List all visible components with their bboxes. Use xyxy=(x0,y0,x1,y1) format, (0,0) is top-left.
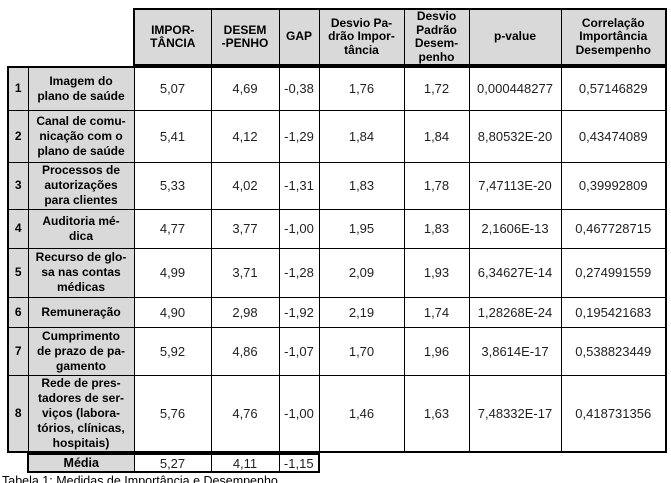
cell-gap: -0,38 xyxy=(278,66,320,111)
item-name: Auditoria mé- dica xyxy=(27,208,135,249)
cell-correlacao: 0,274991559 xyxy=(560,247,667,298)
cell-desvio-importancia: 1,83 xyxy=(318,161,405,210)
item-name: Cumprimento de prazo de pa- gamento xyxy=(27,326,135,376)
header-row: IMPOR- TÂNCIA DESEM -PENHO GAP Desvio Pa… xyxy=(133,8,667,66)
cell-desempenho: 4,12 xyxy=(210,109,280,163)
cell-gap: -1,07 xyxy=(278,326,320,376)
cell-importancia: 4,90 xyxy=(133,296,212,328)
cell-desempenho: 4,76 xyxy=(210,374,280,453)
table-row: 4 Auditoria mé- dica 4,77 3,77 -1,00 1,9… xyxy=(7,208,667,249)
cell-desvio-desempenho: 1,63 xyxy=(403,374,470,453)
cell-gap: -1,00 xyxy=(278,374,320,453)
row-number: 3 xyxy=(7,161,29,210)
cell-gap: -1,00 xyxy=(278,208,320,249)
media-row: Média 5,27 4,11 -1,15 xyxy=(27,453,320,473)
header-correlacao: Correlação Importância Desempenho xyxy=(560,8,667,66)
item-name: Rede de pres- tadores de ser- viços (lab… xyxy=(27,374,135,453)
cell-importancia: 5,41 xyxy=(133,109,212,163)
cell-p-value: 8,80532E-20 xyxy=(468,109,562,163)
cell-p-value: 7,48332E-17 xyxy=(468,374,562,453)
table-row: 5 Recurso de glo- sa nas contas médicas … xyxy=(7,247,667,298)
cell-desvio-importancia: 1,84 xyxy=(318,109,405,163)
cell-correlacao: 0,467728715 xyxy=(560,208,667,249)
media-gap: -1,15 xyxy=(278,453,320,473)
row-number: 2 xyxy=(7,109,29,163)
cell-p-value: 2,1606E-13 xyxy=(468,208,562,249)
cell-importancia: 5,07 xyxy=(133,66,212,111)
cell-desvio-desempenho: 1,74 xyxy=(403,296,470,328)
header-desempenho: DESEM -PENHO xyxy=(210,8,280,66)
row-number: 5 xyxy=(7,247,29,298)
table-row: 1 Imagem do plano de saúde 5,07 4,69 -0,… xyxy=(7,66,667,111)
cell-importancia: 5,76 xyxy=(133,374,212,453)
media-label: Média xyxy=(27,453,135,473)
cell-desempenho: 2,98 xyxy=(210,296,280,328)
cell-gap: -1,29 xyxy=(278,109,320,163)
cell-desvio-desempenho: 1,96 xyxy=(403,326,470,376)
table-row: 7 Cumprimento de prazo de pa- gamento 5,… xyxy=(7,326,667,376)
cell-p-value: 7,47113E-20 xyxy=(468,161,562,210)
header-gap: GAP xyxy=(278,8,320,66)
cell-correlacao: 0,57146829 xyxy=(560,66,667,111)
table-row: 2 Canal de comu- nicação com o plano de … xyxy=(7,109,667,163)
cell-desvio-importancia: 1,46 xyxy=(318,374,405,453)
table-row: 6 Remuneração 4,90 2,98 -1,92 2,19 1,74 … xyxy=(7,296,667,328)
header-table: IMPOR- TÂNCIA DESEM -PENHO GAP Desvio Pa… xyxy=(133,8,667,66)
cell-desvio-desempenho: 1,84 xyxy=(403,109,470,163)
cell-gap: -1,28 xyxy=(278,247,320,298)
cell-desvio-importancia: 1,70 xyxy=(318,326,405,376)
header-desvio-desempenho: Desvio Padrão Desem- penho xyxy=(403,8,470,66)
cell-p-value: 6,34627E-14 xyxy=(468,247,562,298)
item-name: Processos de autorizações para clientes xyxy=(27,161,135,210)
item-name: Canal de comu- nicação com o plano de sa… xyxy=(27,109,135,163)
cell-importancia: 5,92 xyxy=(133,326,212,376)
cell-desvio-importancia: 2,19 xyxy=(318,296,405,328)
cell-p-value: 0,000448277 xyxy=(468,66,562,111)
cell-desempenho: 4,86 xyxy=(210,326,280,376)
cell-p-value: 3,8614E-17 xyxy=(468,326,562,376)
cell-correlacao: 0,538823449 xyxy=(560,326,667,376)
cell-desvio-importancia: 1,76 xyxy=(318,66,405,111)
cell-importancia: 5,33 xyxy=(133,161,212,210)
item-name: Recurso de glo- sa nas contas médicas xyxy=(27,247,135,298)
media-importancia: 5,27 xyxy=(133,453,212,473)
cell-correlacao: 0,195421683 xyxy=(560,296,667,328)
header-desvio-importancia: Desvio Pa- drão Impor- tância xyxy=(318,8,405,66)
table-caption: Tabela 1: Medidas de Importância e Desem… xyxy=(2,474,278,483)
cell-desvio-desempenho: 1,93 xyxy=(403,247,470,298)
cell-correlacao: 0,43474089 xyxy=(560,109,667,163)
cell-importancia: 4,77 xyxy=(133,208,212,249)
cell-correlacao: 0,39992809 xyxy=(560,161,667,210)
cell-desempenho: 4,69 xyxy=(210,66,280,111)
data-table: 1 Imagem do plano de saúde 5,07 4,69 -0,… xyxy=(7,66,667,453)
row-number: 7 xyxy=(7,326,29,376)
header-importancia: IMPOR- TÂNCIA xyxy=(133,8,212,66)
cell-desvio-importancia: 2,09 xyxy=(318,247,405,298)
cell-correlacao: 0,418731356 xyxy=(560,374,667,453)
row-number: 1 xyxy=(7,66,29,111)
header-p-value: p-value xyxy=(468,8,562,66)
cell-desvio-importancia: 1,95 xyxy=(318,208,405,249)
item-name: Remuneração xyxy=(27,296,135,328)
cell-desempenho: 3,77 xyxy=(210,208,280,249)
cell-desvio-desempenho: 1,78 xyxy=(403,161,470,210)
media-desempenho: 4,11 xyxy=(210,453,280,473)
table-row: 3 Processos de autorizações para cliente… xyxy=(7,161,667,210)
media-table-row: Média 5,27 4,11 -1,15 xyxy=(27,453,320,473)
cell-desvio-desempenho: 1,83 xyxy=(403,208,470,249)
cell-gap: -1,92 xyxy=(278,296,320,328)
table-row: 8 Rede de pres- tadores de ser- viços (l… xyxy=(7,374,667,453)
row-number: 4 xyxy=(7,208,29,249)
cell-gap: -1,31 xyxy=(278,161,320,210)
cell-desvio-desempenho: 1,72 xyxy=(403,66,470,111)
cell-desempenho: 4,02 xyxy=(210,161,280,210)
cell-p-value: 1,28268E-24 xyxy=(468,296,562,328)
item-name: Imagem do plano de saúde xyxy=(27,66,135,111)
cell-desempenho: 3,71 xyxy=(210,247,280,298)
cell-importancia: 4,99 xyxy=(133,247,212,298)
row-number: 6 xyxy=(7,296,29,328)
row-number: 8 xyxy=(7,374,29,453)
